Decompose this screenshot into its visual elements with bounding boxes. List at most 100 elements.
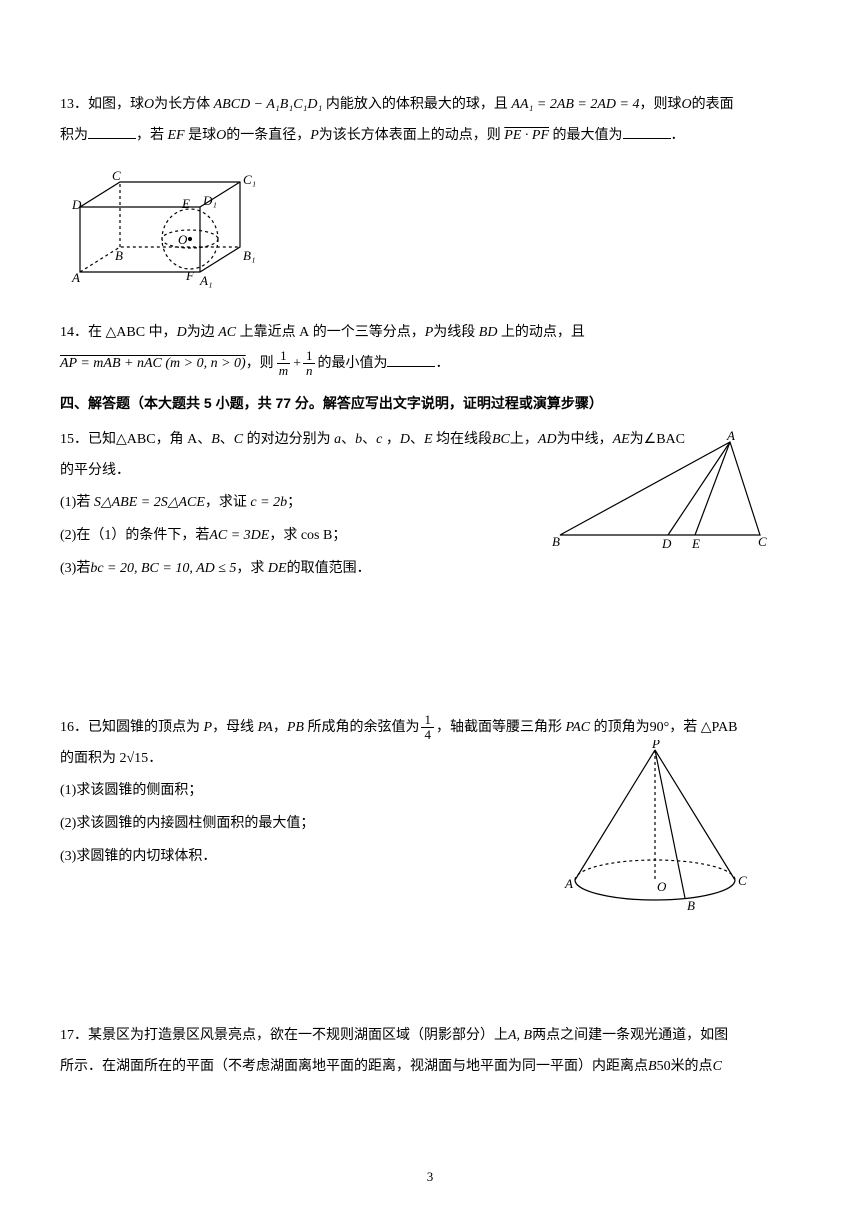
var-AC: AC (218, 325, 236, 340)
svg-text:O: O (178, 232, 188, 247)
text: 的最小值为 (317, 356, 387, 371)
AB: A, B (508, 1028, 532, 1043)
text: 某景区为打造景区风景亮点，欲在一不规则湖面区域（阴影部分）上 (88, 1028, 508, 1043)
text: ，轴截面等腰三角形 (436, 720, 562, 735)
text: 内能放入的体积最大的球，且 (326, 97, 508, 112)
text: 的面积为 (60, 751, 116, 766)
eq: AC = 3DE (209, 528, 269, 543)
svg-text:C: C (112, 168, 121, 183)
svg-text:D: D (661, 536, 672, 550)
PA: PA (258, 720, 273, 735)
text: 如图，球 (88, 97, 144, 112)
PAB: △PAB (701, 720, 738, 735)
text: 米的点 (671, 1059, 713, 1074)
text: 所示．在湖面所在的平面（不考虑湖面离地平面的距离，视湖面与地平面为同一平面）内距… (60, 1059, 648, 1074)
var-P: P (310, 128, 319, 143)
page-number: 3 (0, 1163, 860, 1192)
svg-text:B: B (115, 248, 123, 263)
PB: PB (287, 720, 304, 735)
text: 两点之间建一条观光通道，如图 (532, 1028, 728, 1043)
text: 已知圆锥的顶点为 (88, 720, 200, 735)
semi: ； (332, 528, 346, 543)
frac-1m: 1m (276, 349, 291, 379)
svg-text:O: O (657, 879, 667, 894)
text: (1)若 (60, 495, 90, 510)
svg-text:A₁: A₁ (199, 273, 212, 288)
text: ，若 (136, 128, 164, 143)
cosB: cos B (301, 528, 333, 543)
figure-cone: P A C B O (560, 740, 750, 928)
PAC: PAC (565, 720, 590, 735)
var-O: O (681, 97, 691, 112)
text: 的取值范围． (287, 561, 371, 576)
blank-3 (387, 350, 435, 367)
var-O: O (144, 97, 154, 112)
A: A (187, 432, 197, 447)
semi: ； (287, 495, 301, 510)
section-4-header: 四、解答题（本大题共 5 小题，共 77 分。解答应写出文字说明，证明过程或演算… (60, 388, 800, 419)
text: 上， (510, 432, 538, 447)
blank-2 (623, 122, 671, 139)
comma: 、 (410, 432, 424, 447)
text: (3)若 (60, 561, 90, 576)
svg-text:D: D (71, 197, 82, 212)
dist: 50 (657, 1059, 671, 1074)
plus: + (293, 356, 301, 371)
text: ， (273, 720, 287, 735)
eq: bc = 20, BC = 10, AD ≤ 5 (90, 561, 236, 576)
solid-name: ABCD − A₁B₁C₁D₁ (214, 97, 323, 112)
svg-text:B: B (552, 534, 560, 549)
text: 为该长方体表面上的动点，则 (319, 128, 501, 143)
comma: 、 (220, 432, 234, 447)
DE: DE (268, 561, 287, 576)
text: 的表面 (692, 97, 734, 112)
var-A: A (299, 325, 309, 340)
figure-triangle: A B C D E (550, 430, 780, 563)
text: 的一条直径， (226, 128, 310, 143)
svg-text:C: C (758, 534, 767, 549)
B: B (648, 1059, 657, 1074)
period: ． (435, 356, 449, 371)
P: P (204, 720, 213, 735)
comma: 、 (362, 432, 376, 447)
svg-text:D₁: D₁ (202, 193, 217, 208)
comma: 、 (341, 432, 355, 447)
text: ，若 (669, 720, 697, 735)
q16-number: 16． (60, 720, 88, 735)
text: ，则球 (639, 97, 681, 112)
spacer (60, 593, 800, 713)
var-O: O (216, 128, 226, 143)
svg-text:C: C (738, 873, 747, 888)
text: 是球 (188, 128, 216, 143)
frac-1-4: 14 (421, 713, 434, 743)
text: 的顶角为 (594, 720, 650, 735)
text: ，求 (269, 528, 297, 543)
vec-expr: PE · PF (504, 128, 549, 143)
frac-1n: 1n (303, 349, 316, 379)
svg-text:A: A (726, 430, 735, 443)
blank-1 (88, 122, 136, 139)
text: 为边 (187, 325, 215, 340)
c: c (376, 432, 382, 447)
comma: 、 (197, 432, 211, 447)
BC: BC (492, 432, 510, 447)
question-14: 14．在 △ABC 中，D为边 AC 上靠近点 A 的一个三等分点，P为线段 B… (60, 318, 800, 380)
area: 2√15 (120, 751, 149, 766)
text: 为长方体 (154, 97, 210, 112)
90deg: 90° (650, 720, 670, 735)
svg-text:C₁: C₁ (243, 172, 256, 187)
var-BD: BD (479, 325, 498, 340)
text: ，求证 (205, 495, 247, 510)
svg-text:B₁: B₁ (243, 248, 255, 263)
text: (2)在（1）的条件下，若 (60, 528, 209, 543)
q15-number: 15． (60, 432, 88, 447)
text: 已知 (88, 432, 116, 447)
q13-number: 13． (60, 97, 88, 112)
text: ， (386, 432, 400, 447)
C: C (234, 432, 243, 447)
text: 的一个三等分点， (313, 325, 425, 340)
text: ，母线 (212, 720, 254, 735)
tri: △ABC (106, 325, 146, 340)
var-EF: EF (168, 128, 185, 143)
var-P: P (425, 325, 434, 340)
